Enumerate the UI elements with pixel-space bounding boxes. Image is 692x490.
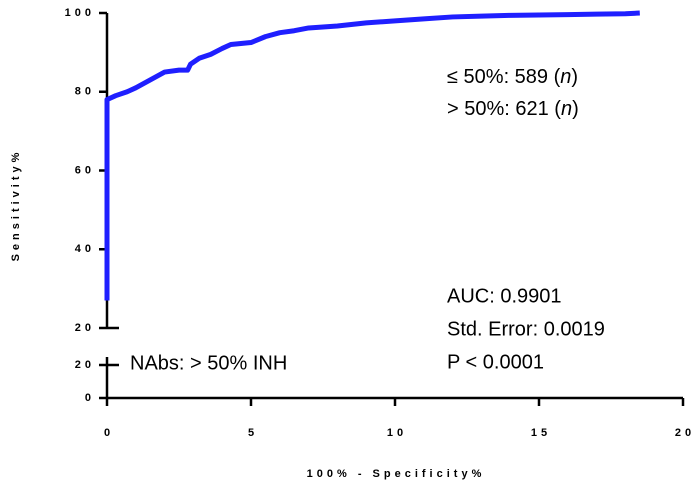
annotation-text: ) <box>572 98 579 120</box>
y-tick-label-lower: 0 <box>85 392 95 404</box>
legend-annotation: ≤ 50%: 589 (n) <box>447 66 578 88</box>
x-tick-label: 0 <box>104 427 114 439</box>
y-tick-label-lower: 20 <box>75 359 95 371</box>
group-annotation: NAbs: > 50% INH <box>130 352 287 374</box>
stats-annotation: AUC: 0.9901 <box>447 285 562 307</box>
y-axis-title: Sensitivity% <box>10 149 22 262</box>
stats-annotation: Std. Error: 0.0019 <box>447 318 605 340</box>
y-tick-label: 20 <box>75 322 95 334</box>
y-tick-label: 100 <box>65 7 95 19</box>
annotation-text: > 50%: 621 ( <box>447 98 561 120</box>
annotation-italic: n <box>560 66 571 88</box>
y-tick-label: 80 <box>75 86 95 98</box>
x-tick-label: 5 <box>248 427 258 439</box>
y-tick-label: 60 <box>75 164 95 176</box>
stats-annotation: P < 0.0001 <box>447 351 544 373</box>
annotation-text: ≤ 50%: 589 ( <box>447 66 561 88</box>
legend-annotation: > 50%: 621 (n) <box>447 98 579 120</box>
annotation-italic: n <box>561 98 572 120</box>
x-axis-title: 100% - Specificity% <box>307 468 486 480</box>
annotation-text: ) <box>571 66 578 88</box>
roc-curve <box>104 10 640 301</box>
x-tick-label: 15 <box>531 427 551 439</box>
x-tick-label: 20 <box>675 427 692 439</box>
y-tick-label: 40 <box>75 243 95 255</box>
x-tick-label: 10 <box>387 427 407 439</box>
